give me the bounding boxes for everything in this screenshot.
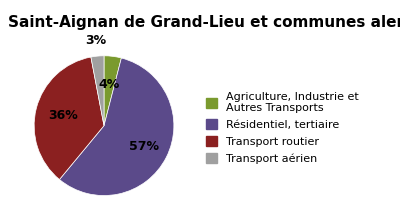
Wedge shape (91, 56, 104, 126)
Wedge shape (104, 56, 121, 126)
Text: 3%: 3% (86, 34, 106, 47)
Wedge shape (34, 57, 104, 180)
Text: 4%: 4% (99, 78, 120, 91)
Text: 57%: 57% (130, 140, 160, 153)
Wedge shape (60, 58, 174, 196)
Text: Saint-Aignan de Grand-Lieu et communes alentour: Saint-Aignan de Grand-Lieu et communes a… (8, 15, 400, 30)
Legend: Agriculture, Industrie et
Autres Transports, Résidentiel, tertiaire, Transport r: Agriculture, Industrie et Autres Transpo… (206, 92, 358, 164)
Text: 36%: 36% (48, 109, 78, 122)
